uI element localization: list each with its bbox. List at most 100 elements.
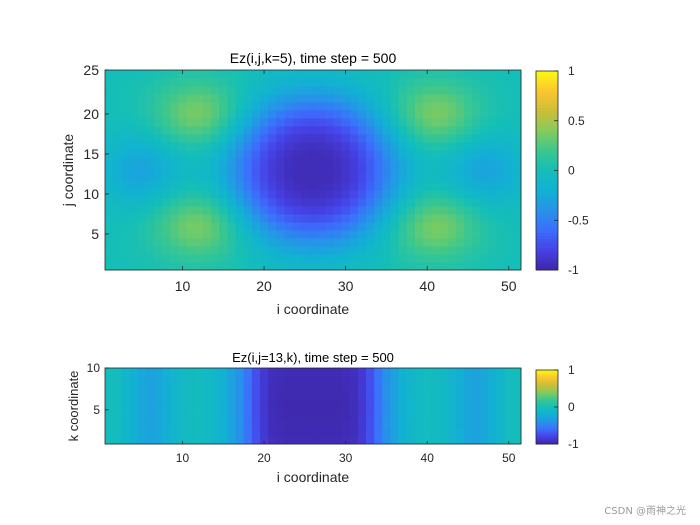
- bottom-heat-cell: [366, 428, 375, 437]
- bottom-heat-cell: [268, 368, 277, 376]
- bottom-heat-cell: [357, 368, 367, 376]
- top-heat-cell: [512, 118, 522, 127]
- bottom-heat-cell: [284, 390, 294, 399]
- top-heat-cell: [170, 158, 179, 167]
- top-heat-cell: [121, 174, 130, 183]
- bottom-heat-cell: [186, 398, 196, 407]
- bottom-heat-cell: [463, 421, 473, 430]
- bottom-heat-cell: [170, 383, 179, 392]
- top-heat-cell: [423, 238, 432, 247]
- top-heat-cell: [268, 142, 277, 151]
- top-heat-cell: [194, 198, 204, 207]
- top-heat-cell: [153, 206, 163, 215]
- top-heat-cell: [447, 254, 457, 263]
- top-heat-cell: [284, 70, 294, 79]
- bottom-heat-cell: [488, 428, 497, 437]
- top-heat-cell: [488, 94, 497, 103]
- bottom-y-label: k coordinate: [66, 371, 81, 442]
- top-heat-cell: [398, 102, 408, 111]
- bottom-heat-cell: [251, 436, 261, 445]
- bottom-heat-cell: [202, 390, 212, 399]
- bottom-heat-cell: [341, 375, 351, 384]
- bottom-colorbar-segment: [536, 419, 558, 422]
- bottom-heat-cell: [406, 428, 416, 437]
- top-colorbar-tick-label: 0.5: [568, 114, 585, 128]
- top-heat-cell: [317, 102, 326, 111]
- top-heat-cell: [170, 206, 179, 215]
- top-heat-cell: [341, 166, 351, 175]
- top-heat-cell: [268, 182, 277, 191]
- top-heat-cell: [162, 214, 171, 223]
- top-heat-cell: [512, 126, 522, 135]
- top-heat-cell: [162, 86, 171, 95]
- top-heat-cell: [349, 230, 359, 239]
- top-heat-cell: [162, 262, 171, 271]
- top-heat-cell: [211, 102, 220, 111]
- top-colorbar-segment: [536, 86, 558, 91]
- bottom-colorbar-segment: [536, 441, 558, 444]
- bottom-heat-cell: [349, 421, 359, 430]
- top-heat-cell: [308, 198, 318, 207]
- top-heat-cell: [292, 126, 302, 135]
- bottom-heat-cell: [455, 383, 465, 392]
- bottom-heat-cell: [488, 368, 497, 376]
- bottom-heat-cell: [349, 375, 359, 384]
- bottom-heat-cell: [170, 375, 179, 384]
- top-heat-cell: [194, 150, 204, 159]
- top-heat-cell: [284, 246, 294, 255]
- top-heat-cell: [423, 190, 432, 199]
- top-heat-cell: [447, 198, 457, 207]
- bottom-heat-cell: [284, 398, 294, 407]
- top-heat-cell: [325, 86, 334, 95]
- top-heat-cell: [390, 134, 400, 143]
- top-heat-cell: [292, 182, 302, 191]
- top-heat-cell: [504, 238, 514, 247]
- top-heat-cell: [259, 166, 269, 175]
- top-heat-cell: [496, 254, 506, 263]
- top-heat-cell: [284, 190, 294, 199]
- top-heat-cell: [431, 86, 440, 95]
- top-heat-cell: [113, 110, 122, 119]
- top-heat-cell: [463, 254, 473, 263]
- top-heat-cell: [211, 166, 220, 175]
- top-heat-cell: [366, 150, 375, 159]
- top-heat-cell: [398, 94, 408, 103]
- top-heat-cell: [113, 134, 122, 143]
- bottom-heat-cell: [219, 375, 228, 384]
- top-heat-cell: [390, 206, 400, 215]
- bottom-heat-cell: [308, 428, 318, 437]
- top-heat-cell: [512, 222, 522, 231]
- top-heat-cell: [105, 166, 114, 175]
- top-heat-cell: [284, 174, 294, 183]
- top-heat-cell: [194, 110, 204, 119]
- top-heat-cell: [357, 110, 367, 119]
- top-heat-cell: [366, 126, 375, 135]
- bottom-heat-cell: [194, 421, 204, 430]
- bottom-y-tick-label: 5: [93, 403, 100, 417]
- bottom-heat-cell: [341, 428, 351, 437]
- top-heat-cell: [308, 118, 318, 127]
- top-heat-cell: [162, 94, 171, 103]
- top-heat-cell: [105, 86, 114, 95]
- top-heat-cell: [178, 78, 187, 87]
- top-heat-cell: [455, 214, 465, 223]
- bottom-heat-cell: [202, 406, 212, 414]
- top-heat-cell: [333, 78, 342, 87]
- top-colorbar-segment: [536, 133, 558, 137]
- top-heat-cell: [349, 198, 359, 207]
- bottom-heat-cell: [414, 406, 424, 414]
- top-heat-cell: [406, 150, 416, 159]
- top-heat-cell: [414, 166, 424, 175]
- top-heat-cell: [374, 182, 383, 191]
- bottom-heat-cell: [512, 398, 522, 407]
- top-heat-cell: [137, 198, 147, 207]
- bottom-heat-cell: [414, 428, 424, 437]
- top-colorbar-segment: [536, 117, 558, 122]
- top-heat-cell: [488, 86, 497, 95]
- top-heat-cell: [390, 70, 400, 79]
- top-heat-cell: [341, 150, 351, 159]
- top-heat-cell: [162, 118, 171, 127]
- top-heat-cell: [153, 222, 163, 231]
- top-heat-cell: [406, 174, 416, 183]
- bottom-colorbar-segment: [536, 412, 558, 415]
